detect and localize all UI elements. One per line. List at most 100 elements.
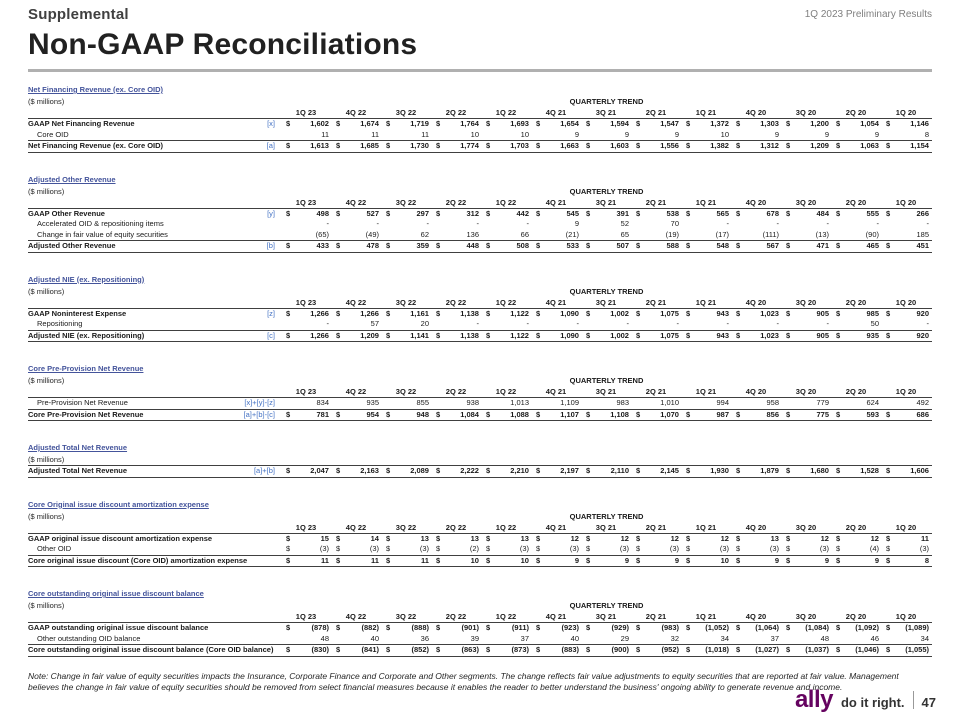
cell-value: 1,138 — [460, 330, 479, 340]
value-cell: $484 — [781, 209, 831, 220]
quarter-label: 3Q 22 — [395, 612, 417, 621]
cell-value: 9 — [774, 129, 779, 139]
cell-value: 994 — [716, 398, 729, 407]
cell-value: 1,613 — [310, 141, 329, 150]
dollar-sign: $ — [436, 119, 441, 128]
quarter-label: 3Q 22 — [395, 108, 417, 117]
quarter-label: 2Q 20 — [845, 612, 867, 621]
value-cell: $ (878) — [281, 623, 331, 634]
value-cell: - — [481, 319, 531, 330]
value-cell: $13 — [481, 534, 531, 545]
value-cell: 37 — [731, 634, 781, 645]
label-spacer — [28, 297, 281, 308]
quarter-label: 1Q 23 — [295, 387, 317, 396]
dollar-sign: $ — [736, 645, 741, 654]
cell-value: (983) — [661, 623, 679, 632]
value-cell: $1,084 — [431, 410, 481, 421]
value-cell: $1,122 — [481, 309, 531, 320]
value-cell: $9 — [731, 556, 781, 567]
value-cell: $471 — [781, 241, 831, 252]
value-cell: 834 — [281, 398, 331, 409]
dollar-sign: $ — [686, 645, 691, 654]
value-cell: $11 — [331, 556, 381, 567]
value-cell: $10 — [481, 556, 531, 567]
value-cell: $1,209 — [331, 331, 381, 342]
dollar-sign: $ — [736, 533, 741, 543]
value-cell: $1,107 — [531, 410, 581, 421]
value-cell: $1,088 — [481, 410, 531, 421]
cell-value: 593 — [866, 409, 879, 419]
value-cell: $1,613 — [281, 141, 331, 152]
cell-value: - — [826, 319, 830, 328]
cell-value: 12 — [570, 533, 579, 543]
value-cell: $1,654 — [531, 119, 581, 130]
dollar-sign: $ — [336, 141, 341, 150]
cell-value: 8 — [924, 129, 929, 139]
dollar-sign: $ — [336, 208, 341, 218]
quarter-label: 2Q 21 — [645, 197, 667, 207]
table-header-line: ($ millions) QUARTERLY TREND — [28, 97, 932, 107]
dollar-sign: $ — [536, 141, 541, 150]
cell-value: (878) — [311, 623, 329, 632]
value-cell: 11 — [331, 130, 381, 141]
cell-value: 987 — [716, 409, 729, 419]
value-cell: $905 — [781, 331, 831, 342]
value-cell: $538 — [631, 209, 681, 220]
cell-value: 1,075 — [660, 330, 679, 340]
value-cell: $987 — [681, 410, 731, 421]
cell-value: 1,090 — [560, 330, 579, 340]
value-cell: $1,879 — [731, 466, 781, 477]
cell-value: (90) — [865, 229, 879, 239]
dollar-sign: $ — [536, 241, 541, 250]
value-cell: $2,210 — [481, 466, 531, 477]
table-adjusted-other-revenue: Adjusted Other Revenue ($ millions) QUARTE… — [28, 175, 932, 253]
table-row: Repositioning - 57 20 - - - - - - - - 50 - — [28, 319, 932, 330]
dollar-sign: $ — [786, 555, 791, 565]
table-row: Adjusted Total Net Revenue [a]+[b] $2,047 $… — [28, 465, 932, 478]
row-label-wrap: Core outstanding original issue discount… — [28, 645, 281, 656]
value-cell: (17) — [681, 230, 731, 241]
cell-value: (830) — [311, 645, 329, 654]
cell-value: 9 — [774, 555, 779, 565]
cell-value: 1,663 — [560, 141, 579, 150]
value-cell: $10 — [681, 556, 731, 567]
value-cell: $508 — [481, 241, 531, 252]
dollar-sign: $ — [786, 645, 791, 654]
quarter-header-row: 1Q 23 4Q 22 3Q 22 2Q 22 1Q 22 4Q 21 3Q 21 2Q 21… — [28, 522, 932, 534]
row-label: GAAP Noninterest Expense — [28, 308, 127, 318]
value-cell: $ (1,064) — [731, 623, 781, 634]
dollar-sign: $ — [286, 645, 291, 654]
value-cell: $ (901) — [431, 623, 481, 634]
header: Supplemental 1Q 2023 Preliminary Results… — [28, 6, 932, 72]
row-label-wrap: Core OID — [28, 130, 281, 141]
value-cell: $1,146 — [881, 119, 931, 130]
quarter-header-row: 1Q 23 4Q 22 3Q 22 2Q 22 1Q 22 4Q 21 3Q 21 2Q 21… — [28, 297, 932, 309]
value-cell: 36 — [381, 634, 431, 645]
value-cell: $11 — [281, 556, 331, 567]
table-row: GAAP outstanding original issue discount… — [28, 623, 932, 634]
dollar-sign: $ — [636, 623, 641, 632]
value-cell: 70 — [631, 219, 681, 230]
quarter-label: 1Q 21 — [695, 612, 717, 621]
cell-value: 14 — [370, 533, 379, 543]
value-cell: $1,075 — [631, 331, 681, 342]
footer-divider — [912, 691, 914, 709]
value-cell: 11 — [381, 130, 431, 141]
cell-value: 12 — [820, 533, 829, 543]
quarter-label: 2Q 20 — [845, 197, 867, 207]
cell-value: 954 — [366, 409, 379, 419]
value-cell: $ (923) — [531, 623, 581, 634]
row-ref: [x]+[y]-[z] — [244, 398, 275, 407]
cell-value: 856 — [766, 409, 779, 419]
value-cell: $ (1,046) — [831, 645, 881, 656]
cell-value: 1,107 — [560, 409, 579, 419]
dollar-sign: $ — [886, 308, 891, 318]
value-cell: 20 — [381, 319, 431, 330]
cell-value: 2,197 — [560, 466, 579, 475]
value-cell: 9 — [631, 130, 681, 141]
cell-value: 471 — [816, 241, 829, 250]
value-cell: - — [731, 319, 781, 330]
dollar-sign: $ — [836, 241, 841, 250]
dollar-sign: $ — [686, 409, 691, 419]
cell-value: 958 — [766, 398, 779, 407]
